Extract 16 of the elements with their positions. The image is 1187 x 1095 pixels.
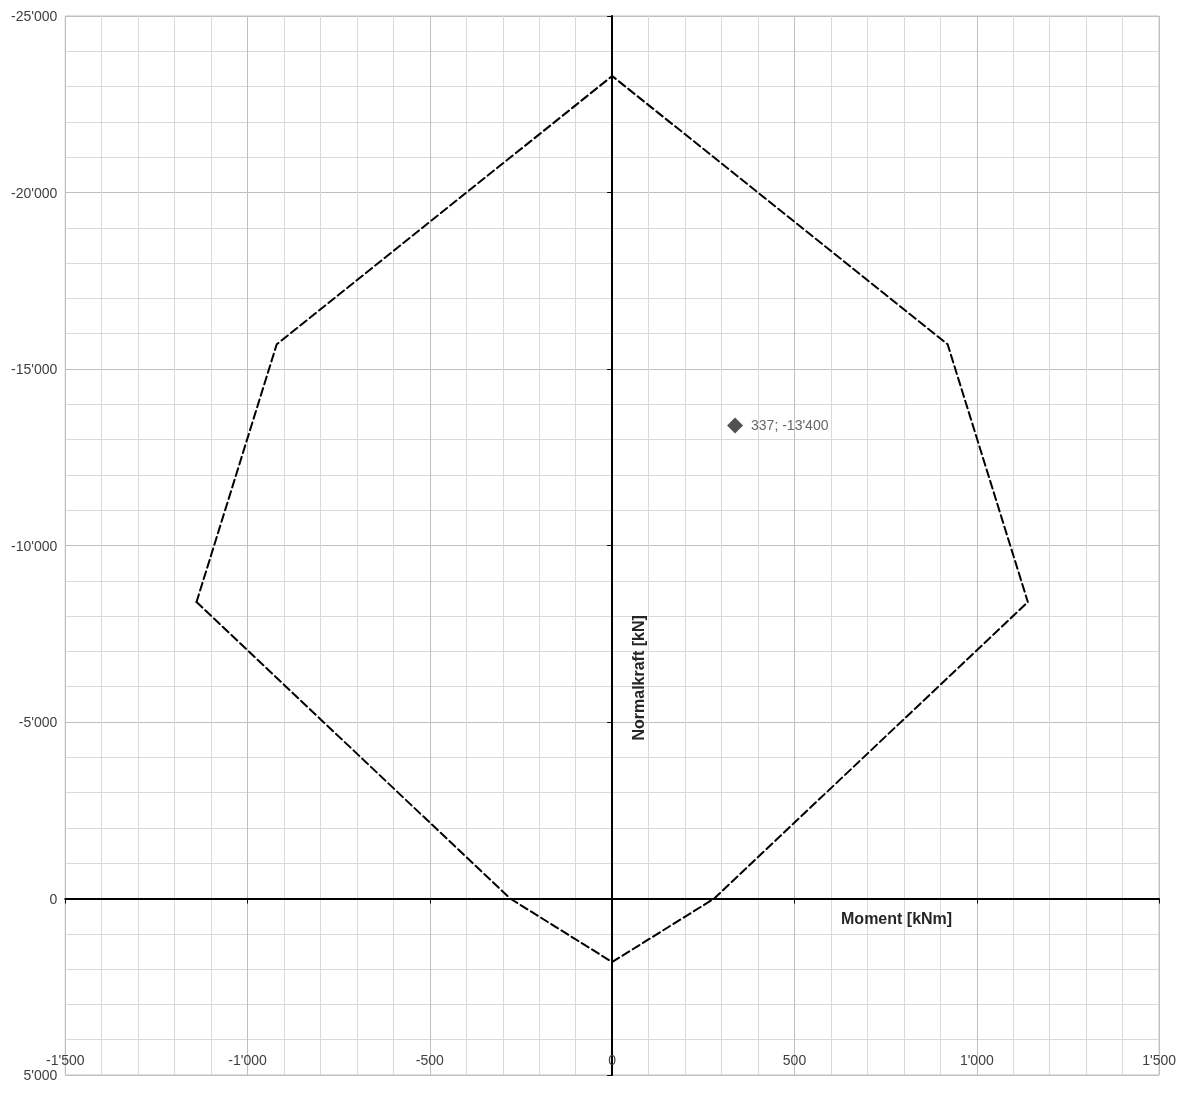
x-tick-label: -1'500	[46, 1052, 85, 1068]
y-tick-label: -5'000	[18, 714, 58, 730]
x-axis-title: Moment [kNm]	[841, 910, 953, 927]
y-tick-label: -10'000	[11, 537, 58, 554]
y-axis-title: Normalkraft [kN]	[629, 615, 647, 741]
y-tick-label: 0	[49, 890, 58, 907]
y-tick-label: -25'000	[11, 8, 58, 24]
y-tick-label: -20'000	[11, 184, 58, 201]
x-tick-label: 1'000	[959, 1052, 994, 1068]
y-tick-label: 5'000	[23, 1067, 58, 1083]
x-tick-label: -500	[415, 1052, 445, 1068]
data-label: 337; -13'400	[751, 417, 829, 434]
x-tick-label: 1'500	[1142, 1052, 1177, 1068]
y-tick-label: -15'000	[11, 361, 58, 377]
x-tick-label: 500	[782, 1052, 807, 1068]
x-tick-label: -1'000	[228, 1052, 268, 1068]
